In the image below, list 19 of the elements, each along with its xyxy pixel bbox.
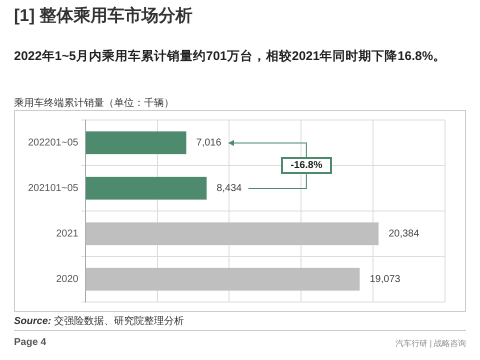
bar: [86, 131, 186, 154]
y-tick-label: 202201~05: [28, 138, 79, 148]
y-tick-label: 2020: [56, 274, 79, 285]
bar: [86, 176, 207, 200]
y-tick-label: 202101~05: [28, 183, 79, 194]
text: Page 4: [14, 337, 46, 348]
chart-title: [1] 整体乘用车市场分析: [14, 5, 192, 27]
data-label: 8,434: [216, 183, 242, 194]
chart-subtitle: 2022年1~5月内乘用车累计销量约701万台，相较2021年同时期下降16.8%。: [14, 48, 446, 65]
y-tick-label: 2021: [56, 228, 79, 240]
bar: [86, 268, 360, 291]
bar: [86, 222, 379, 246]
data-label: 19,073: [370, 274, 401, 285]
y-axis-title: 乘用车终端累计销量（单位：千辆）: [14, 96, 174, 110]
data-label: 7,016: [196, 138, 222, 148]
text: 汽车行研 | 战略咨询: [395, 338, 466, 349]
source-note: Source: 交强险数据、研究院整理分析: [14, 314, 184, 328]
data-label: 20,384: [388, 228, 420, 240]
annotation: -16.8%: [280, 157, 332, 174]
